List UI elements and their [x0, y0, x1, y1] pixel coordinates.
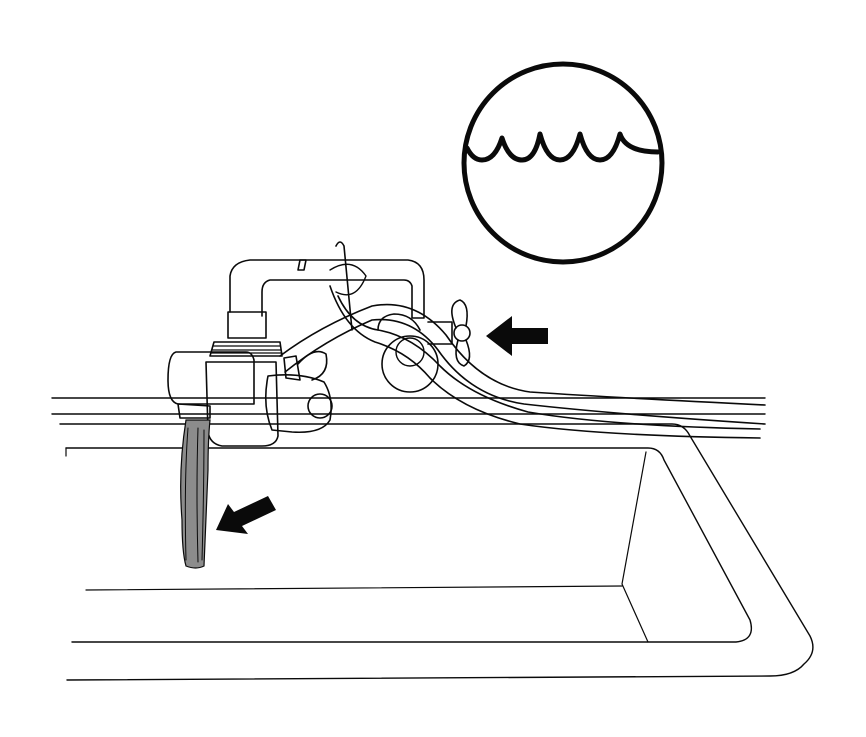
- faucet-body: [167, 259, 471, 447]
- water-waves-icon: [461, 61, 665, 265]
- arrow-left-icon: [486, 316, 548, 356]
- filter-hose: [279, 241, 766, 439]
- sink-basin: [51, 397, 814, 681]
- shut-off-valve-handle: [451, 299, 471, 367]
- water-stream: [180, 419, 211, 569]
- arrow-down-left-icon: [216, 496, 276, 534]
